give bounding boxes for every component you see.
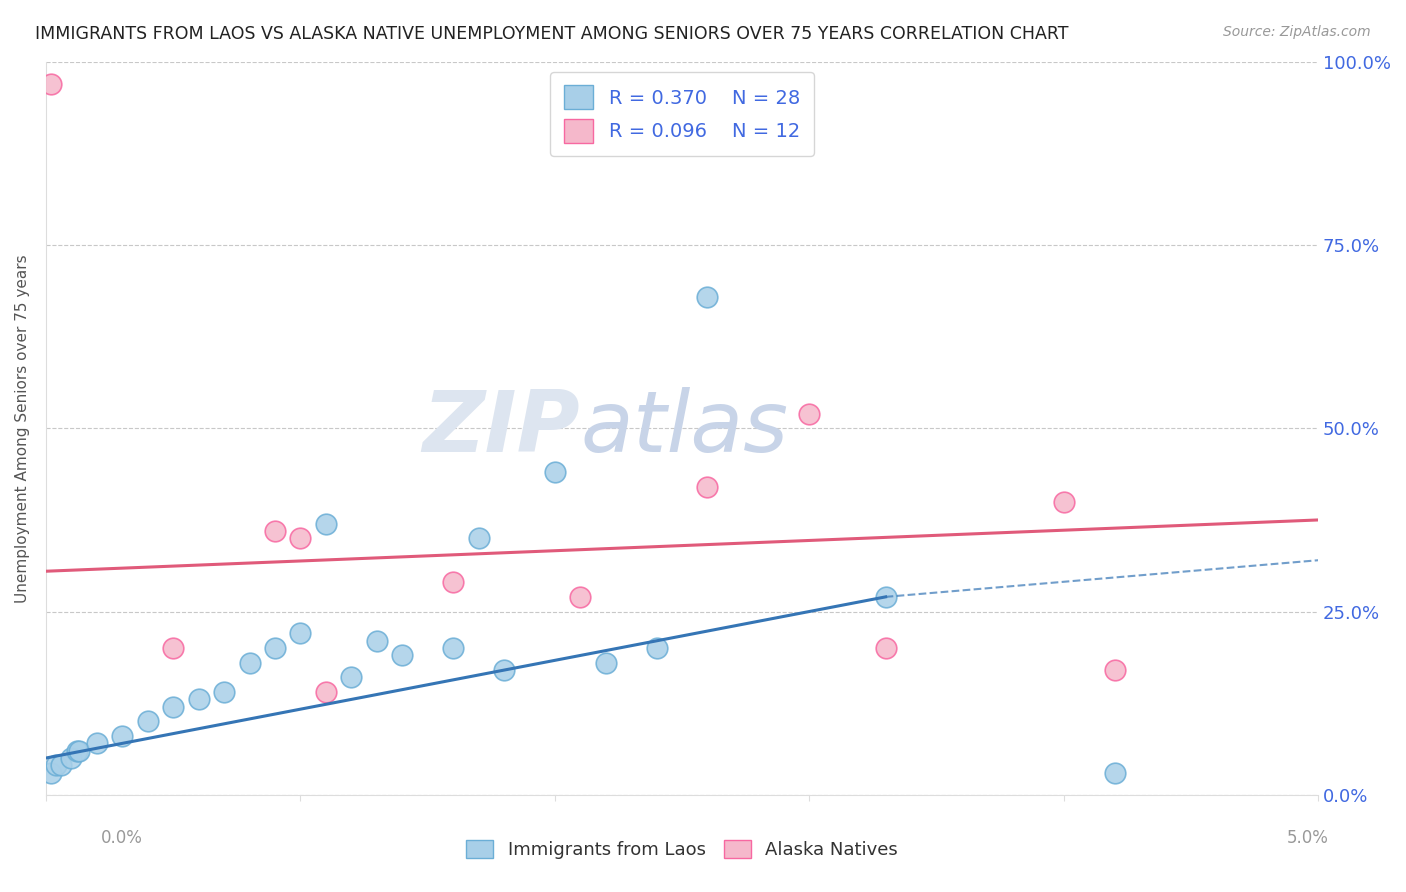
- Point: [187, 692, 209, 706]
- Point: [391, 648, 413, 663]
- Text: 5.0%: 5.0%: [1286, 829, 1329, 847]
- Point: [264, 641, 287, 656]
- Text: ZIP: ZIP: [423, 387, 581, 470]
- Point: [799, 407, 821, 421]
- Point: [162, 699, 184, 714]
- Point: [366, 633, 388, 648]
- Point: [1104, 765, 1126, 780]
- Point: [238, 656, 260, 670]
- Point: [60, 751, 83, 765]
- Point: [492, 663, 515, 677]
- Point: [441, 641, 464, 656]
- Point: [875, 590, 897, 604]
- Point: [290, 531, 312, 545]
- Text: 0.0%: 0.0%: [101, 829, 143, 847]
- Legend: R = 0.370    N = 28, R = 0.096    N = 12: R = 0.370 N = 28, R = 0.096 N = 12: [551, 72, 814, 156]
- Point: [212, 685, 235, 699]
- Point: [39, 765, 62, 780]
- Point: [1053, 494, 1076, 508]
- Point: [45, 758, 67, 772]
- Point: [875, 641, 897, 656]
- Point: [441, 575, 464, 590]
- Point: [111, 729, 134, 743]
- Point: [340, 670, 363, 684]
- Point: [595, 656, 617, 670]
- Text: atlas: atlas: [581, 387, 789, 470]
- Point: [1104, 663, 1126, 677]
- Point: [569, 590, 592, 604]
- Point: [544, 466, 567, 480]
- Point: [86, 736, 108, 750]
- Point: [315, 685, 337, 699]
- Point: [467, 531, 489, 545]
- Point: [51, 758, 73, 772]
- Point: [315, 516, 337, 531]
- Point: [264, 524, 287, 538]
- Point: [65, 744, 87, 758]
- Point: [696, 289, 718, 303]
- Point: [136, 714, 159, 729]
- Y-axis label: Unemployment Among Seniors over 75 years: Unemployment Among Seniors over 75 years: [15, 254, 30, 603]
- Text: IMMIGRANTS FROM LAOS VS ALASKA NATIVE UNEMPLOYMENT AMONG SENIORS OVER 75 YEARS C: IMMIGRANTS FROM LAOS VS ALASKA NATIVE UN…: [35, 25, 1069, 43]
- Point: [162, 641, 184, 656]
- Point: [645, 641, 668, 656]
- Text: Source: ZipAtlas.com: Source: ZipAtlas.com: [1223, 25, 1371, 39]
- Point: [696, 480, 718, 494]
- Point: [290, 626, 312, 640]
- Point: [39, 77, 62, 91]
- Point: [67, 744, 90, 758]
